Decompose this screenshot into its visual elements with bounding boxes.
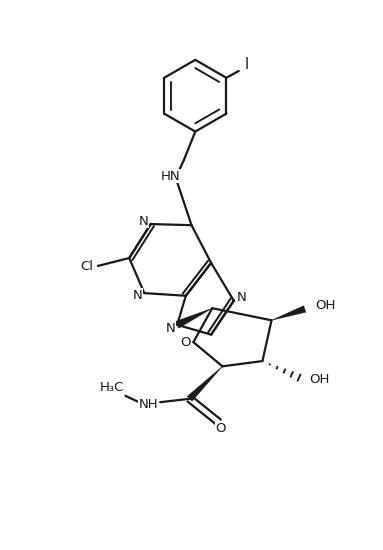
- Polygon shape: [187, 366, 223, 401]
- Text: N: N: [237, 291, 247, 304]
- Text: H₃C: H₃C: [100, 381, 124, 394]
- Text: OH: OH: [315, 299, 336, 312]
- Text: HN: HN: [161, 169, 180, 183]
- Text: O: O: [215, 422, 226, 436]
- Text: Cl: Cl: [80, 260, 93, 273]
- Text: N: N: [165, 322, 175, 335]
- Text: N: N: [139, 214, 149, 228]
- Text: I: I: [244, 57, 249, 72]
- Text: N: N: [133, 289, 142, 301]
- Text: NH: NH: [139, 398, 159, 411]
- Text: OH: OH: [309, 373, 330, 386]
- Polygon shape: [175, 308, 212, 328]
- Polygon shape: [272, 306, 306, 320]
- Text: O: O: [180, 336, 190, 349]
